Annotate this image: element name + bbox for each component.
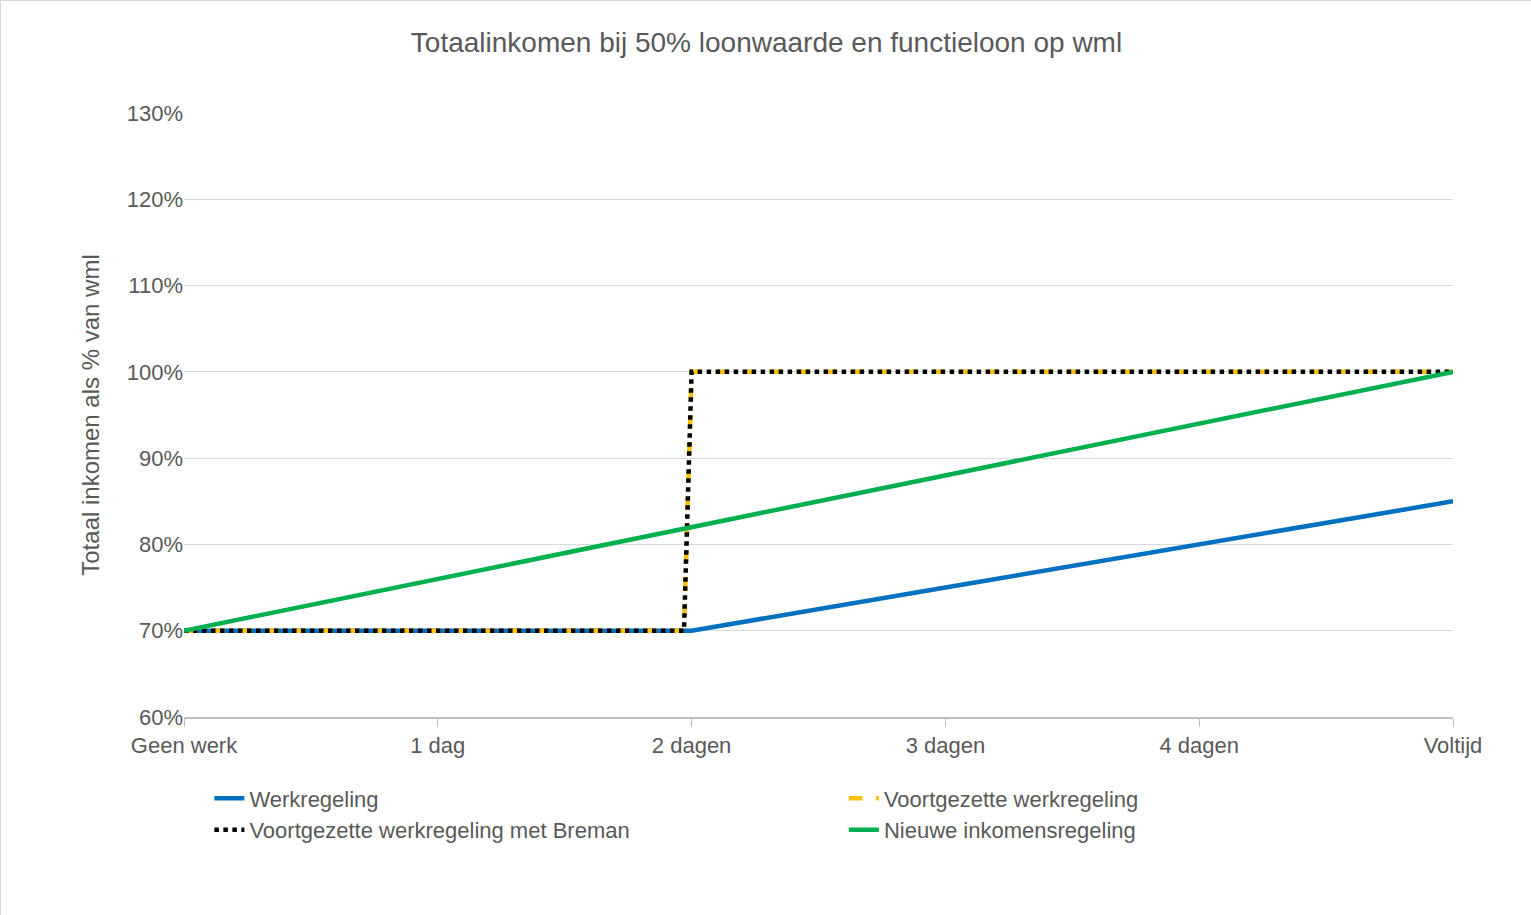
svg-text:1 dag: 1 dag bbox=[410, 733, 465, 758]
svg-text:Nieuwe inkomensregeling: Nieuwe inkomensregeling bbox=[884, 818, 1136, 843]
svg-text:Voortgezette werkregeling met: Voortgezette werkregeling met Breman bbox=[249, 818, 629, 843]
svg-text:130%: 130% bbox=[127, 101, 183, 126]
svg-text:2 dagen: 2 dagen bbox=[652, 733, 732, 758]
svg-text:3 dagen: 3 dagen bbox=[906, 733, 986, 758]
svg-text:60%: 60% bbox=[139, 705, 183, 730]
svg-text:Totaal inkomen als % van wml: Totaal inkomen als % van wml bbox=[77, 254, 104, 575]
svg-text:100%: 100% bbox=[127, 360, 183, 385]
svg-text:90%: 90% bbox=[139, 446, 183, 471]
svg-text:Voortgezette werkregeling: Voortgezette werkregeling bbox=[884, 787, 1138, 812]
svg-text:Voltijd: Voltijd bbox=[1424, 733, 1483, 758]
svg-text:70%: 70% bbox=[139, 618, 183, 643]
svg-text:120%: 120% bbox=[127, 187, 183, 212]
svg-text:4 dagen: 4 dagen bbox=[1159, 733, 1239, 758]
svg-text:Geen werk: Geen werk bbox=[131, 733, 238, 758]
svg-text:110%: 110% bbox=[128, 273, 183, 298]
svg-text:Werkregeling: Werkregeling bbox=[249, 787, 378, 812]
svg-text:80%: 80% bbox=[139, 532, 183, 557]
svg-text:Totaalinkomen bij 50% loonwaar: Totaalinkomen bij 50% loonwaarde en func… bbox=[411, 27, 1122, 58]
